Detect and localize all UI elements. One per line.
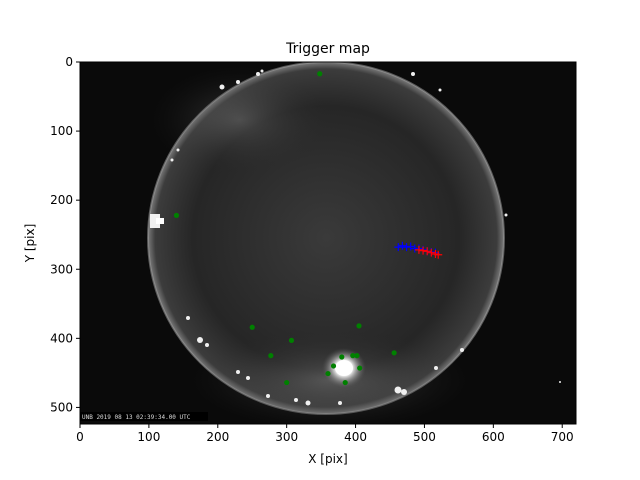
- timestamp-overlay: UNB 2019 08 13 02:39:34.00 UTC: [82, 414, 191, 421]
- y-tick-label: 400: [50, 331, 73, 345]
- green-trigger-point: [288, 337, 295, 344]
- green-trigger-point: [339, 354, 345, 360]
- blue-trigger-point: [394, 243, 403, 252]
- x-tick-label: 0: [76, 430, 84, 444]
- axes-frame: [79, 61, 577, 425]
- y-axis-ticks: 0 100 200 300 400 500: [50, 55, 80, 414]
- green-trigger-point: [330, 363, 337, 369]
- green-trigger-point: [317, 71, 323, 77]
- red-trigger-point: [419, 246, 428, 255]
- x-axis-label: X [pix]: [308, 452, 347, 466]
- green-trigger-point: [342, 379, 348, 386]
- moon: [335, 360, 353, 376]
- upper-left-haze: [150, 65, 330, 175]
- y-tick-label: 200: [50, 193, 73, 207]
- red-trigger-point: [423, 247, 432, 256]
- blue-trigger-point: [402, 243, 411, 252]
- y-axis-label: Y [pix]: [23, 224, 37, 264]
- x-tick-label: 700: [551, 430, 574, 444]
- green-trigger-point: [325, 370, 331, 377]
- y-tick-label: 0: [65, 55, 73, 69]
- blue-trigger-point: [406, 242, 415, 251]
- green-trigger-point: [268, 353, 274, 359]
- red-trigger-point: [434, 250, 443, 259]
- horizon-lights: [150, 69, 561, 406]
- green-trigger-point: [354, 353, 360, 359]
- green-trigger-point: [284, 379, 290, 386]
- x-tick-label: 200: [206, 430, 229, 444]
- green-trigger-point: [356, 323, 362, 329]
- x-tick-label: 400: [344, 430, 367, 444]
- y-tick-label: 300: [50, 262, 73, 276]
- y-tick-label: 100: [50, 124, 73, 138]
- green-trigger-point: [350, 353, 356, 359]
- x-tick-label: 500: [413, 430, 436, 444]
- blue-trigger-point: [398, 241, 407, 250]
- x-tick-label: 600: [482, 430, 505, 444]
- chart-title: Trigger map: [285, 41, 370, 57]
- x-axis-ticks: 0 100 200 300 400 500 600 700: [76, 424, 574, 444]
- green-trigger-point: [357, 365, 363, 371]
- y-tick-label: 500: [50, 400, 73, 414]
- green-trigger-point: [173, 212, 180, 218]
- plot-area: UNB 2019 08 13 02:39:34.00 UTC: [80, 62, 576, 424]
- x-tick-label: 100: [137, 430, 160, 444]
- red-trigger-point: [427, 248, 436, 257]
- red-trigger-point: [414, 245, 423, 254]
- green-trigger-point: [249, 324, 255, 330]
- green-trigger-point: [391, 350, 397, 356]
- timestamp-bar: [80, 412, 208, 421]
- data-marks: [173, 71, 443, 386]
- x-tick-label: 300: [275, 430, 298, 444]
